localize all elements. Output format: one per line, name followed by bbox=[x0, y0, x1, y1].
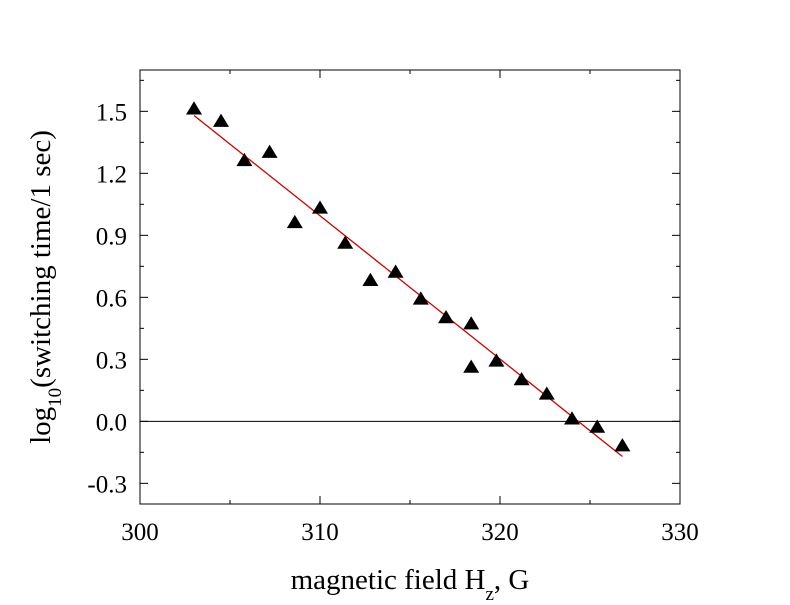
x-axis-title: magnetic field Hz, G bbox=[291, 564, 530, 605]
y-tick-label: 1.2 bbox=[96, 161, 127, 188]
y-axis-title: log10(switching time/1 sec) bbox=[25, 130, 66, 444]
y-tick-label: 0.0 bbox=[96, 409, 127, 436]
data-point bbox=[564, 411, 580, 425]
data-point bbox=[261, 144, 278, 158]
data-point bbox=[337, 235, 354, 249]
data-point bbox=[412, 291, 429, 305]
data-point bbox=[513, 372, 530, 386]
y-tick-label: -0.3 bbox=[87, 471, 127, 498]
y-tick-label: 0.6 bbox=[96, 285, 127, 312]
data-point bbox=[488, 353, 505, 367]
data-point bbox=[362, 272, 379, 286]
data-point bbox=[286, 214, 303, 229]
x-tick-label: 310 bbox=[301, 519, 339, 546]
y-tick-label: 0.3 bbox=[96, 347, 127, 374]
y-tick-label: 0.9 bbox=[96, 223, 127, 250]
y-tick-label: 1.5 bbox=[96, 99, 127, 126]
data-point bbox=[463, 316, 480, 330]
data-points bbox=[186, 101, 631, 452]
x-tick-label: 300 bbox=[121, 519, 159, 546]
x-tick-label: 330 bbox=[661, 519, 699, 546]
data-point bbox=[538, 386, 555, 400]
data-point bbox=[186, 101, 202, 115]
data-point bbox=[312, 200, 328, 214]
data-point bbox=[236, 152, 253, 167]
data-point bbox=[213, 113, 229, 127]
axis-ticks bbox=[139, 70, 681, 504]
data-point bbox=[589, 419, 606, 433]
fit-line bbox=[193, 114, 623, 457]
data-point bbox=[387, 264, 404, 278]
data-point bbox=[463, 359, 480, 373]
tick-labels: 300 310 320 330 -0.3 0.0 0.3 0.6 0.9 1.2 1.5 bbox=[87, 99, 698, 546]
x-tick-label: 320 bbox=[481, 519, 519, 546]
data-point bbox=[438, 310, 454, 324]
data-point bbox=[614, 438, 631, 452]
